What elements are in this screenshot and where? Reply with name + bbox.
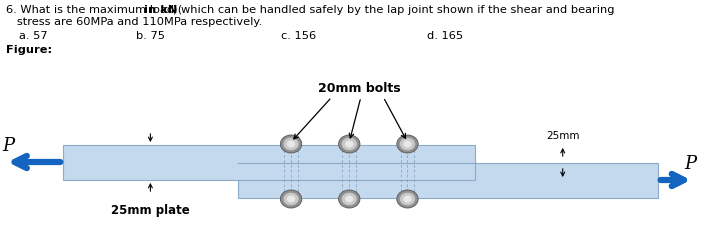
- Ellipse shape: [400, 192, 415, 206]
- Text: in kN: in kN: [143, 5, 177, 15]
- Text: ) which can be handled safely by the lap joint shown if the shear and bearing: ) which can be handled safely by the lap…: [173, 5, 614, 15]
- Text: 6. What is the maximum load (: 6. What is the maximum load (: [6, 5, 182, 15]
- Ellipse shape: [341, 192, 357, 206]
- Ellipse shape: [338, 190, 360, 208]
- Ellipse shape: [341, 137, 357, 151]
- Ellipse shape: [403, 140, 412, 148]
- Text: 20mm bolts: 20mm bolts: [318, 81, 400, 95]
- Text: P: P: [685, 155, 697, 173]
- Ellipse shape: [345, 195, 354, 203]
- Text: c. 156: c. 156: [282, 31, 317, 41]
- Ellipse shape: [283, 192, 299, 206]
- Ellipse shape: [280, 135, 302, 153]
- Text: 25mm plate: 25mm plate: [111, 204, 190, 217]
- Text: P: P: [2, 137, 14, 155]
- Ellipse shape: [280, 190, 302, 208]
- Text: Figure:: Figure:: [6, 45, 52, 55]
- Ellipse shape: [403, 195, 412, 203]
- Ellipse shape: [345, 140, 354, 148]
- Text: b. 75: b. 75: [136, 31, 165, 41]
- Text: stress are 60MPa and 110MPa respectively.: stress are 60MPa and 110MPa respectively…: [6, 17, 262, 27]
- Ellipse shape: [397, 190, 418, 208]
- Text: d. 165: d. 165: [427, 31, 463, 41]
- Ellipse shape: [397, 135, 418, 153]
- Text: a. 57: a. 57: [19, 31, 48, 41]
- Bar: [63, 145, 475, 180]
- Text: 25mm: 25mm: [546, 131, 580, 141]
- Ellipse shape: [283, 137, 299, 151]
- Ellipse shape: [338, 135, 360, 153]
- Bar: [238, 163, 658, 198]
- Ellipse shape: [400, 137, 415, 151]
- Ellipse shape: [287, 195, 295, 203]
- Ellipse shape: [287, 140, 295, 148]
